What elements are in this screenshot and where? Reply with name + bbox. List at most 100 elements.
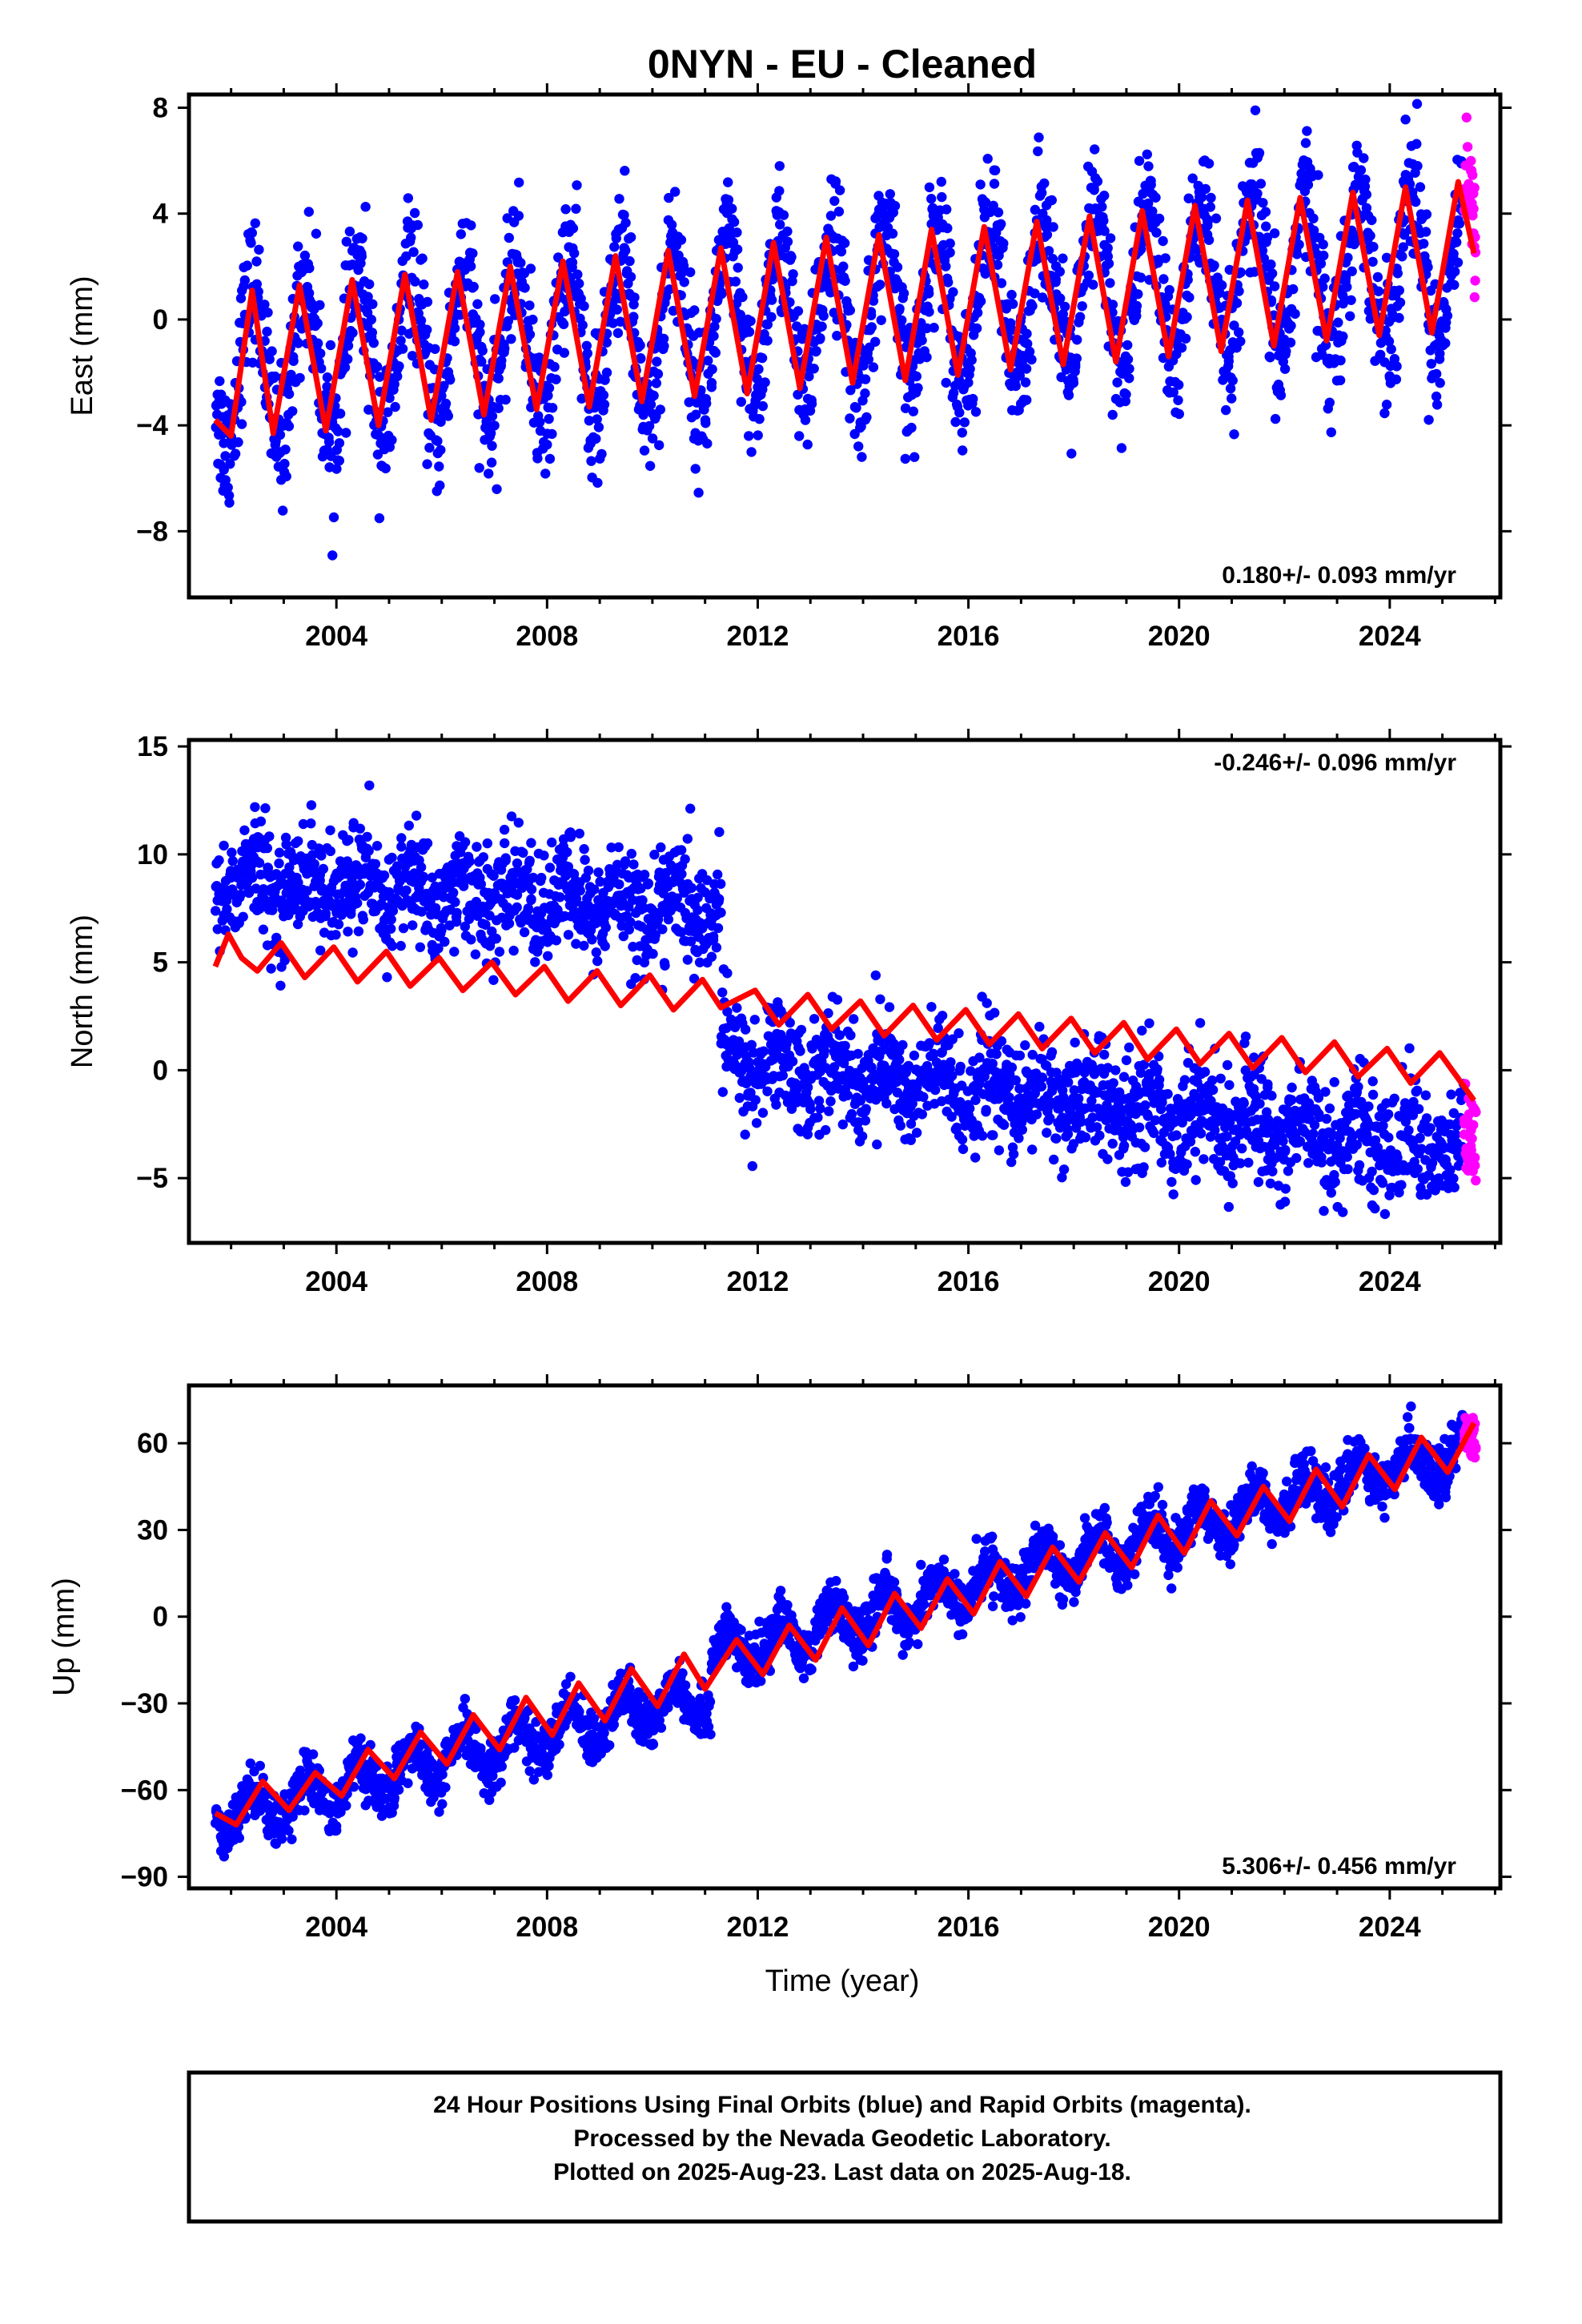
final-orbit-point (440, 398, 452, 409)
final-orbit-point (432, 436, 443, 446)
final-orbit-point (1351, 1108, 1361, 1120)
final-orbit-point (799, 324, 809, 334)
final-orbit-point (972, 308, 983, 318)
final-orbit-point (1103, 258, 1114, 269)
final-orbit-point (239, 825, 250, 836)
final-orbit-point (415, 942, 425, 953)
final-orbit-point (304, 263, 315, 274)
final-orbit-point (855, 1096, 866, 1106)
final-orbit-point (1250, 105, 1261, 115)
final-orbit-point (254, 244, 264, 255)
final-orbit-point (1122, 354, 1134, 364)
final-orbit-point (946, 1112, 957, 1122)
final-orbit-point (861, 1104, 871, 1114)
final-orbit-point (1156, 1157, 1167, 1168)
final-orbit-point (836, 246, 847, 257)
final-orbit-point (821, 1124, 831, 1136)
final-orbit-point (449, 323, 460, 334)
final-orbit-point (491, 933, 501, 944)
final-orbit-point (396, 325, 407, 336)
final-orbit-point (908, 406, 919, 416)
final-orbit-point (1048, 1082, 1059, 1092)
final-orbit-point (766, 312, 777, 322)
final-orbit-point (942, 223, 953, 234)
final-orbit-point (372, 361, 383, 372)
final-orbit-point (853, 1048, 863, 1059)
final-orbit-point (924, 288, 934, 299)
final-orbit-point (579, 301, 589, 312)
final-orbit-point (685, 936, 697, 947)
final-orbit-point (255, 903, 265, 914)
final-orbit-point (1027, 1144, 1038, 1155)
final-orbit-point (1391, 361, 1402, 372)
final-orbit-point (315, 875, 325, 886)
final-orbit-point (327, 550, 338, 561)
final-orbit-point (238, 911, 248, 923)
final-orbit-point (625, 232, 636, 243)
final-orbit-point (396, 336, 406, 346)
final-orbit-point (233, 437, 243, 448)
final-orbit-point (335, 408, 346, 419)
final-orbit-point (227, 856, 238, 866)
final-orbit-point (536, 872, 547, 883)
final-orbit-point (1088, 279, 1098, 290)
final-orbit-point (1414, 1133, 1425, 1144)
final-orbit-point (524, 300, 535, 311)
final-orbit-point (823, 1008, 833, 1019)
final-orbit-point (360, 202, 371, 212)
final-orbit-point (1397, 251, 1407, 262)
final-orbit-point (219, 438, 229, 448)
final-orbit-point (701, 418, 711, 428)
final-orbit-point (1027, 1049, 1038, 1060)
final-orbit-point (1157, 1097, 1167, 1108)
final-orbit-point (1281, 346, 1291, 356)
final-orbit-point (966, 355, 977, 365)
final-orbit-point (889, 249, 900, 259)
final-orbit-point (434, 461, 444, 472)
final-orbit-point (1315, 259, 1327, 269)
final-orbit-point (263, 308, 273, 318)
x-tick-label: 2012 (727, 621, 789, 652)
final-orbit-point (382, 972, 392, 983)
final-orbit-point (1378, 1120, 1388, 1131)
final-orbit-point (782, 236, 793, 247)
final-orbit-point (416, 862, 427, 873)
final-orbit-point (988, 1130, 998, 1140)
final-orbit-point (813, 1112, 823, 1123)
final-orbit-point (1286, 320, 1296, 331)
final-orbit-point (1205, 202, 1216, 212)
final-orbit-point (1091, 1122, 1102, 1132)
final-orbit-point (757, 1108, 769, 1118)
final-orbit-point (1435, 348, 1445, 359)
final-orbit-point (325, 825, 335, 836)
final-orbit-point (1135, 1068, 1146, 1078)
final-orbit-point (1150, 192, 1161, 203)
final-orbit-point (478, 852, 488, 862)
final-orbit-point (408, 920, 418, 931)
final-orbit-point (379, 870, 390, 881)
final-orbit-point (506, 811, 517, 822)
final-orbit-point (547, 428, 557, 440)
final-orbit-point (1099, 1049, 1110, 1060)
final-orbit-point (477, 345, 488, 356)
final-orbit-point (387, 435, 397, 445)
final-orbit-point (1054, 267, 1066, 277)
final-orbit-point (1270, 413, 1281, 424)
final-orbit-point (551, 374, 561, 384)
final-orbit-point (409, 207, 420, 219)
final-orbit-point (1240, 1031, 1251, 1042)
y-tick-label: 8 (153, 93, 168, 124)
final-orbit-point (965, 1104, 975, 1114)
final-orbit-point (1134, 155, 1145, 167)
final-orbit-point (600, 375, 610, 385)
final-orbit-point (643, 879, 654, 889)
final-orbit-point (736, 396, 746, 407)
final-orbit-point (954, 408, 965, 418)
final-orbit-point (490, 294, 500, 304)
final-orbit-point (445, 375, 456, 385)
final-orbit-point (488, 870, 499, 881)
final-orbit-point (309, 858, 319, 870)
final-orbit-point (870, 336, 881, 347)
final-orbit-point (876, 315, 886, 325)
final-orbit-point (390, 401, 400, 412)
